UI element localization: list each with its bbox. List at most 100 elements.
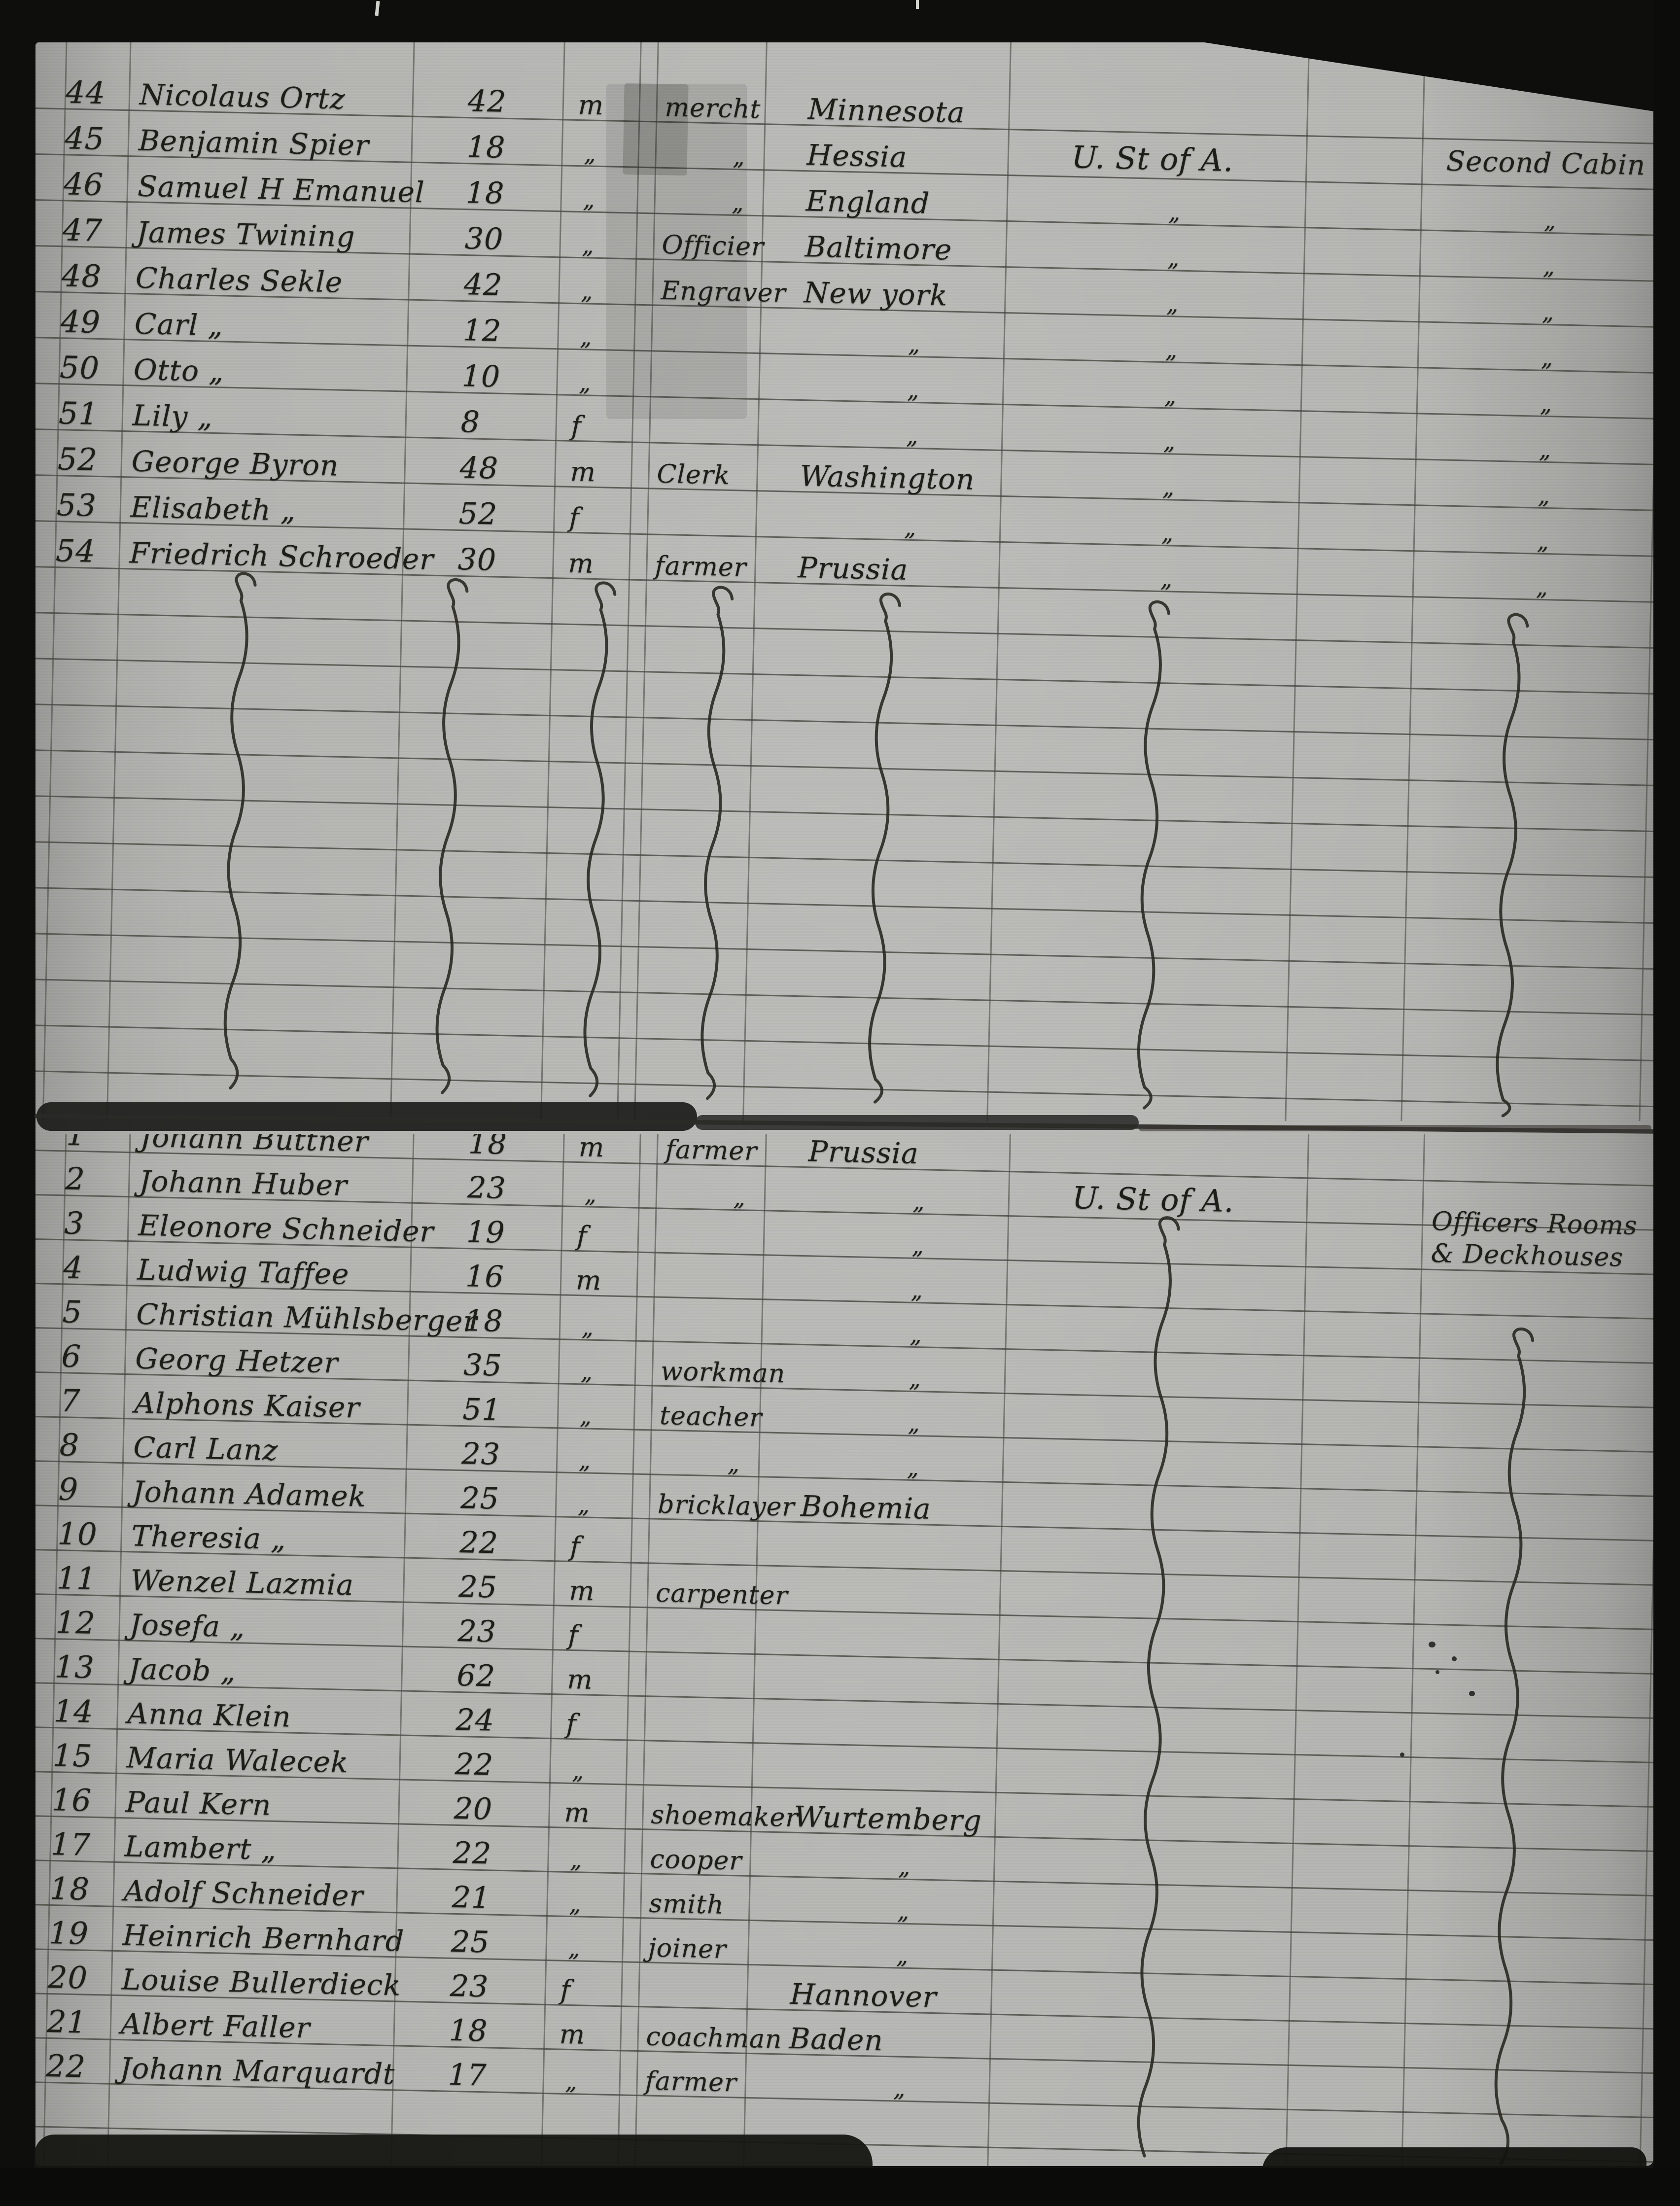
cell-sex: „ bbox=[570, 1846, 583, 1873]
cell-occupation: farmer bbox=[645, 2066, 737, 2098]
cell-age: 20 bbox=[454, 1791, 493, 1827]
cell-cabin: „ bbox=[1537, 527, 1549, 555]
cell-age: 62 bbox=[456, 1658, 496, 1694]
cell-origin: „ bbox=[910, 1321, 922, 1348]
manifest-page-bottom: U. St of A. Officers Rooms & Deckhouses 1 J… bbox=[35, 1134, 1653, 2166]
cell-sex: m bbox=[563, 1797, 591, 1829]
cell-sex: m bbox=[566, 1664, 594, 1696]
cell-name: George Byron bbox=[131, 444, 340, 483]
grid-vline bbox=[538, 41, 566, 1121]
ditto-flourish-line bbox=[700, 586, 734, 1100]
cell-origin: „ bbox=[912, 1188, 925, 1215]
ditto-flourish-line bbox=[435, 578, 469, 1094]
cell-sex: „ bbox=[580, 1358, 593, 1385]
cell-age: 48 bbox=[459, 450, 499, 486]
cell-origin: „ bbox=[904, 514, 916, 541]
cell-origin: „ bbox=[896, 1942, 909, 1969]
grid-hline bbox=[35, 795, 1653, 833]
cell-age: 23 bbox=[461, 1436, 501, 1472]
cell-occupation: teacher bbox=[659, 1401, 763, 1433]
grid-vline bbox=[1636, 44, 1653, 1121]
cell-origin: „ bbox=[909, 1365, 921, 1392]
cell-no: 50 bbox=[59, 349, 100, 386]
cell-occupation: Clerk bbox=[656, 459, 731, 491]
cell-sex: m bbox=[578, 89, 604, 121]
cell-name: Lily „ bbox=[132, 398, 213, 434]
ink-speck bbox=[1429, 1642, 1435, 1647]
cell-name: Carl „ bbox=[134, 307, 224, 343]
cell-cabin: „ bbox=[1541, 298, 1554, 325]
cell-origin: Wurtemberg bbox=[793, 1799, 982, 1838]
cell-sex: „ bbox=[571, 1757, 584, 1785]
cell-occupation: „ bbox=[727, 1450, 740, 1477]
cell-name: Elisabeth „ bbox=[130, 490, 296, 527]
cell-age: 22 bbox=[459, 1525, 499, 1561]
cell-occupation: shoemaker bbox=[650, 1800, 799, 1833]
cell-name: Georg Hetzer bbox=[135, 1341, 339, 1380]
cell-occupation: joiner bbox=[648, 1933, 727, 1965]
cell-sex: f bbox=[569, 1531, 581, 1562]
grid-hline bbox=[35, 1460, 1653, 1498]
cell-destination: „ bbox=[1160, 565, 1173, 593]
cell-origin: England bbox=[805, 184, 930, 220]
ditto-flourish-line bbox=[583, 581, 617, 1098]
cell-age: 22 bbox=[453, 1835, 492, 1871]
grid-hline bbox=[35, 245, 1653, 282]
cell-age: 18 bbox=[465, 175, 505, 211]
cell-occupation: farmer bbox=[654, 551, 747, 583]
cell-occupation: cooper bbox=[649, 1844, 742, 1876]
cell-no: 15 bbox=[52, 1737, 93, 1774]
cell-origin: Bohemia bbox=[800, 1489, 932, 1526]
cell-sex: „ bbox=[568, 1934, 581, 1962]
grid-vline bbox=[1282, 1134, 1310, 2166]
cell-sex: „ bbox=[578, 1446, 591, 1474]
grid-hline bbox=[35, 428, 1653, 466]
grid-hline bbox=[35, 1327, 1653, 1365]
cell-name: Johann Adamek bbox=[132, 1474, 367, 1513]
grid-hline bbox=[35, 1903, 1653, 1941]
grid-hline bbox=[35, 886, 1653, 924]
cell-origin: „ bbox=[910, 1276, 923, 1304]
cell-no: 18 bbox=[49, 1870, 90, 1907]
grid-vline bbox=[1398, 1134, 1426, 2166]
cell-occupation: coachman bbox=[646, 2022, 783, 2055]
ditto-flourish-lines bbox=[1137, 1216, 1535, 2166]
cell-sex: „ bbox=[581, 277, 594, 305]
cell-destination: „ bbox=[1163, 427, 1176, 455]
cell-age: 42 bbox=[463, 267, 503, 303]
table-row: 44 Nicolaus Ortz 42 m mercht Minnesota bbox=[35, 41, 1653, 1121]
cell-destination: „ bbox=[1162, 473, 1175, 501]
cell-sex: „ bbox=[583, 185, 595, 213]
cell-sex: m bbox=[570, 456, 596, 488]
grid-hline bbox=[35, 1415, 1653, 1453]
grid-hline bbox=[35, 1282, 1653, 1320]
cell-name: Wenzel Lazmia bbox=[130, 1563, 354, 1602]
cell-origin: Prussia bbox=[808, 1134, 919, 1171]
ditto-flourish-line bbox=[223, 572, 257, 1090]
cell-name: Benjamin Spier bbox=[138, 123, 370, 162]
cell-no: 16 bbox=[51, 1781, 92, 1819]
cell-origin: „ bbox=[906, 422, 918, 449]
grid-hline bbox=[35, 978, 1653, 1016]
cell-occupation: smith bbox=[649, 1889, 725, 1921]
cell-name: Lambert „ bbox=[124, 1829, 277, 1867]
cell-sex: m bbox=[578, 1134, 605, 1163]
cell-no: 5 bbox=[62, 1294, 83, 1331]
grid-vline bbox=[1282, 41, 1310, 1121]
grid-hline bbox=[35, 1637, 1653, 1675]
cell-origin: „ bbox=[908, 330, 920, 357]
cell-age: 24 bbox=[455, 1702, 495, 1738]
scan-edge-left bbox=[0, 0, 35, 2206]
cell-destination: „ bbox=[1167, 244, 1180, 272]
cell-no: 46 bbox=[63, 166, 104, 203]
cell-sex: „ bbox=[582, 231, 595, 259]
cell-occupation: „ bbox=[733, 1184, 746, 1211]
cell-age: 19 bbox=[466, 1215, 506, 1250]
cell-name: Otto „ bbox=[133, 352, 225, 388]
cell-sex: m bbox=[567, 548, 595, 580]
scan-edge-right bbox=[1653, 0, 1680, 2206]
ditto-flourish-line bbox=[1494, 1327, 1535, 2166]
grid-hline bbox=[35, 2081, 1653, 2119]
cell-no: 45 bbox=[64, 120, 105, 157]
grid-hline bbox=[35, 1548, 1653, 1586]
